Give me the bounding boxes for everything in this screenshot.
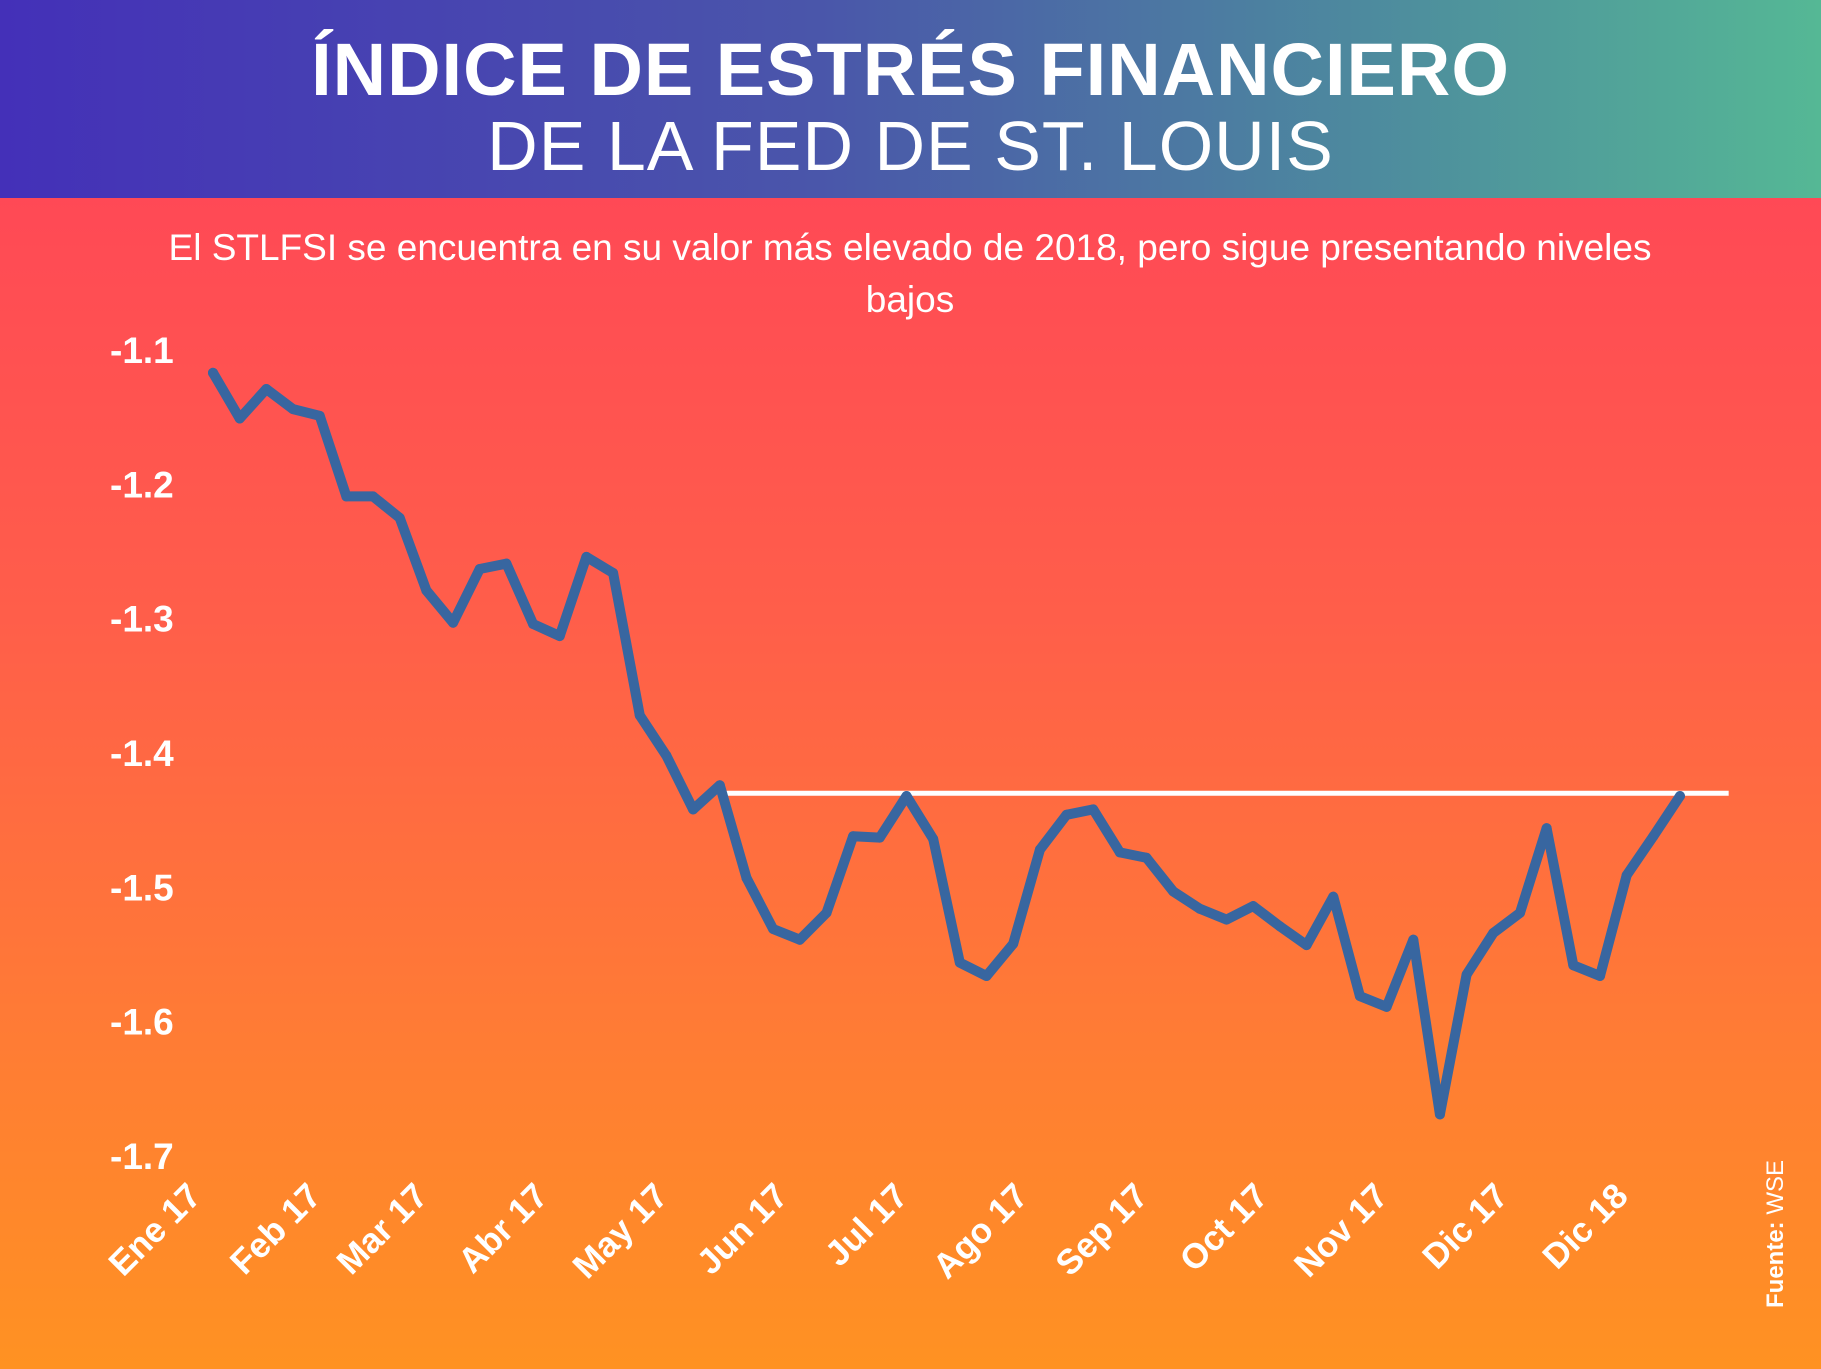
data-point bbox=[661, 750, 672, 761]
data-point bbox=[1488, 928, 1499, 939]
data-point bbox=[848, 831, 859, 842]
data-point bbox=[1408, 934, 1419, 945]
source-credit: Fuente: WSE bbox=[1762, 1160, 1790, 1308]
data-point bbox=[1221, 914, 1232, 925]
data-point bbox=[581, 551, 592, 562]
x-tick-label: Ene 17 bbox=[101, 1176, 208, 1283]
data-point bbox=[1061, 809, 1072, 820]
y-tick-label: -1.6 bbox=[110, 1002, 174, 1043]
y-tick-label: -1.7 bbox=[110, 1136, 174, 1177]
data-point bbox=[1514, 907, 1525, 918]
data-point bbox=[634, 710, 645, 721]
data-point bbox=[954, 957, 965, 968]
data-point bbox=[528, 619, 539, 630]
x-tick-label: May 17 bbox=[565, 1176, 675, 1286]
data-point bbox=[288, 404, 299, 415]
header-banner: ÍNDICE DE ESTRÉS FINANCIERO DE LA FED DE… bbox=[0, 0, 1821, 198]
data-point bbox=[208, 367, 218, 378]
data-point bbox=[341, 491, 352, 502]
x-tick-label: Ago 17 bbox=[925, 1176, 1035, 1286]
x-tick-label: Abr 17 bbox=[451, 1176, 556, 1281]
plot-area bbox=[208, 367, 1729, 1120]
x-tick-label: Mar 17 bbox=[329, 1176, 435, 1282]
data-point bbox=[874, 832, 885, 843]
data-point bbox=[901, 790, 912, 801]
title-line-1: ÍNDICE DE ESTRÉS FINANCIERO bbox=[311, 28, 1510, 111]
data-point bbox=[1328, 891, 1339, 902]
data-point bbox=[1194, 903, 1205, 914]
x-tick-label: Jul 17 bbox=[818, 1176, 916, 1274]
data-point bbox=[741, 872, 752, 883]
x-tick-label: Dic 18 bbox=[1535, 1176, 1635, 1276]
data-point bbox=[1675, 790, 1685, 801]
data-point bbox=[314, 410, 325, 421]
data-point bbox=[981, 970, 992, 981]
x-tick-label: Feb 17 bbox=[223, 1176, 329, 1282]
data-point bbox=[768, 923, 779, 934]
y-tick-label: -1.4 bbox=[110, 733, 174, 774]
data-point bbox=[1008, 938, 1019, 949]
data-point bbox=[501, 558, 512, 569]
data-point bbox=[928, 833, 939, 844]
data-point bbox=[1354, 991, 1365, 1002]
data-point bbox=[1541, 823, 1552, 834]
source-label: Fuente: bbox=[1762, 1221, 1789, 1308]
data-point bbox=[714, 780, 725, 791]
data-point bbox=[1168, 886, 1179, 897]
data-point bbox=[1274, 921, 1285, 932]
data-point bbox=[688, 804, 699, 815]
data-point bbox=[1594, 970, 1605, 981]
data-point bbox=[794, 934, 805, 945]
source-value: WSE bbox=[1762, 1159, 1789, 1215]
data-point bbox=[1648, 831, 1659, 842]
y-tick-label: -1.5 bbox=[110, 867, 174, 908]
data-point bbox=[234, 413, 245, 424]
data-point bbox=[1568, 960, 1579, 971]
y-axis-ticks: -1.1 -1.2 -1.3 -1.4 -1.5 -1.6 -1.7 bbox=[110, 330, 174, 1177]
data-point bbox=[394, 512, 405, 523]
data-point bbox=[448, 617, 459, 628]
data-point bbox=[821, 907, 832, 918]
data-point bbox=[608, 567, 619, 578]
x-tick-label: Oct 17 bbox=[1172, 1176, 1275, 1279]
data-point bbox=[1088, 804, 1099, 815]
x-tick-label: Nov 17 bbox=[1287, 1176, 1396, 1285]
data-point bbox=[474, 563, 485, 574]
title-line-2: DE LA FED DE ST. LOUIS bbox=[487, 107, 1334, 185]
y-tick-label: -1.2 bbox=[110, 464, 174, 505]
data-point bbox=[1434, 1109, 1445, 1120]
data-point bbox=[1141, 852, 1152, 863]
series-line-stlfsi bbox=[208, 367, 1685, 1120]
data-point bbox=[421, 585, 432, 596]
data-point bbox=[1381, 1001, 1392, 1012]
subtitle: El STLFSI se encuentra en su valor más e… bbox=[168, 227, 1652, 320]
data-point bbox=[261, 383, 272, 394]
x-tick-label: Sep 17 bbox=[1048, 1176, 1155, 1283]
data-point bbox=[1621, 870, 1632, 881]
x-tick-label: Dic 17 bbox=[1415, 1176, 1515, 1276]
data-point bbox=[1248, 901, 1259, 912]
data-point bbox=[1301, 940, 1312, 951]
data-point bbox=[554, 631, 565, 642]
x-axis-ticks: Ene 17 Feb 17 Mar 17 Abr 17 May 17 Jun 17 Jul … bbox=[101, 1176, 1635, 1286]
y-tick-label: -1.1 bbox=[110, 330, 174, 371]
y-tick-label: -1.3 bbox=[110, 599, 174, 640]
data-point bbox=[1461, 969, 1472, 980]
data-point bbox=[1034, 844, 1045, 855]
x-tick-label: Jun 17 bbox=[689, 1176, 795, 1282]
data-point bbox=[368, 491, 379, 502]
data-point bbox=[1114, 847, 1125, 858]
